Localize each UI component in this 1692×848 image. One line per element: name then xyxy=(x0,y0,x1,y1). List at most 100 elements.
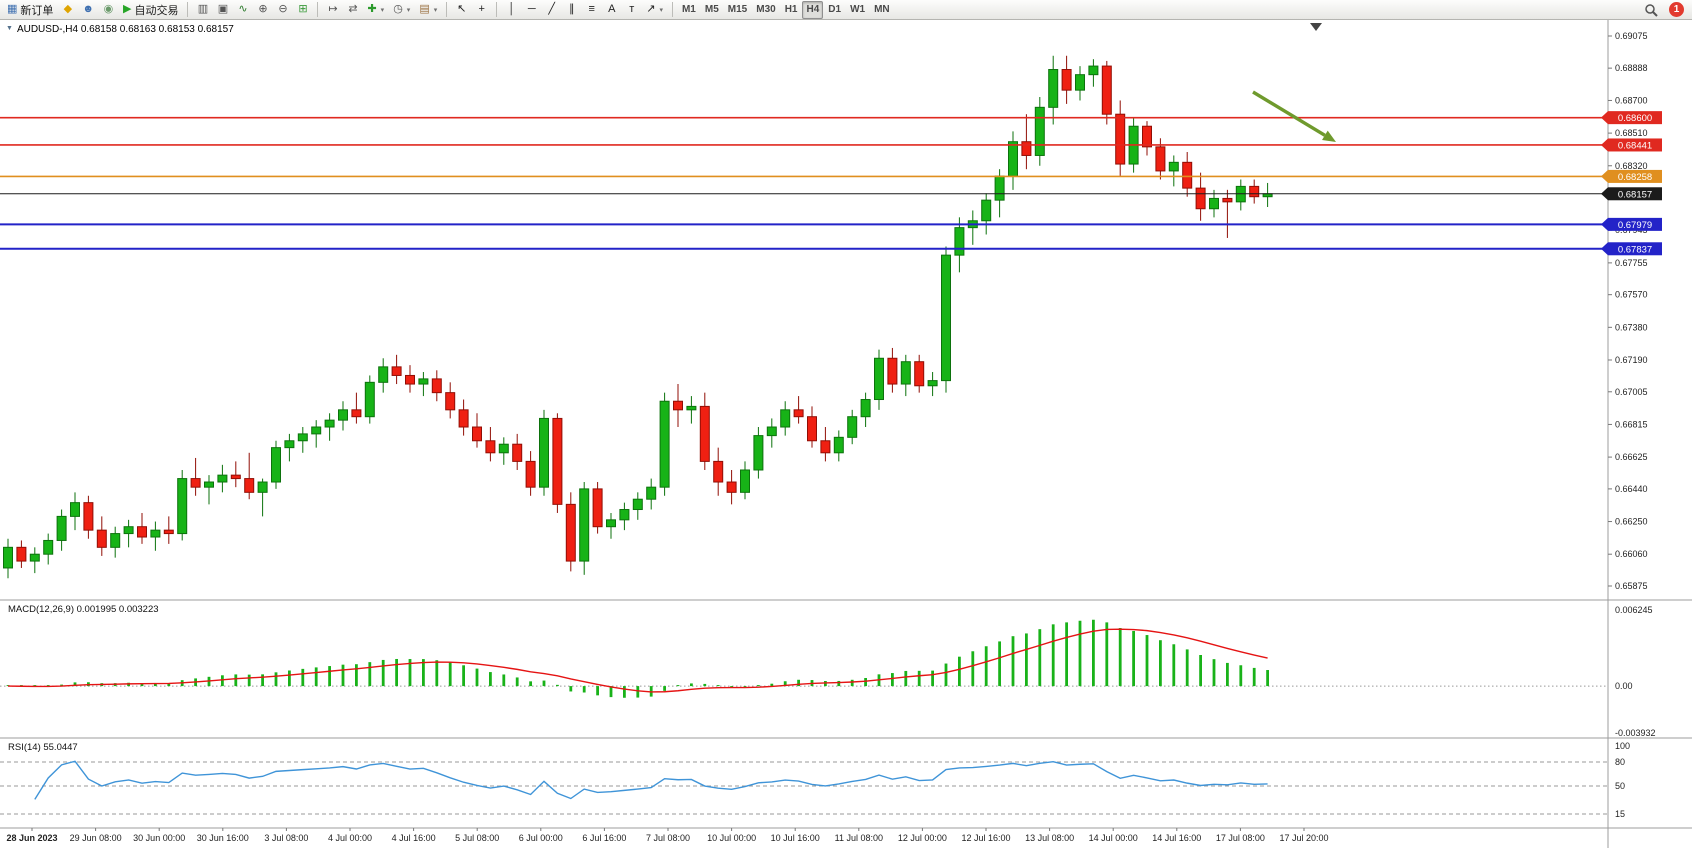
new-order-button-label: 新订单 xyxy=(20,4,54,17)
candle xyxy=(204,475,214,505)
time-tick-label: 10 Jul 00:00 xyxy=(707,833,756,843)
candlestick-chart-icon: ▣ xyxy=(217,3,229,15)
toolbar-separator xyxy=(187,2,189,17)
channel-button[interactable]: ∥ xyxy=(562,1,581,19)
text-label-icon: ᴛ xyxy=(629,3,635,15)
horizontal-line-button[interactable]: ─ xyxy=(522,1,541,19)
toolbar-right-group: 1 xyxy=(1640,1,1689,19)
price-level-tag[interactable]: 0.67837 xyxy=(1601,242,1662,256)
candle xyxy=(351,392,362,424)
indicators-button[interactable]: ✚ ▾ xyxy=(363,1,388,19)
price-level-tag[interactable]: 0.68258 xyxy=(1601,169,1662,183)
zoom-in-button[interactable]: ⊕ xyxy=(253,1,272,19)
candles-series xyxy=(3,55,1273,579)
candle xyxy=(941,246,951,393)
chart-shift-marker[interactable] xyxy=(1310,23,1322,31)
time-axis[interactable]: 28 Jun 2023 29 Jun 08:00 30 Jun 00:00 30 Ju… xyxy=(6,828,1329,843)
candlestick-chart-button[interactable]: ▣ xyxy=(213,1,232,19)
refresh-button[interactable]: ◉ xyxy=(99,1,118,19)
text-button[interactable]: A xyxy=(602,1,621,19)
auto-scroll-button[interactable]: ↦ xyxy=(323,1,342,19)
chart-shift-button[interactable]: ⇄ xyxy=(343,1,362,19)
text-label-button[interactable]: ᴛ xyxy=(622,1,641,19)
price-tick-label: 0.67190 xyxy=(1615,355,1648,365)
candle xyxy=(257,478,268,517)
cursor-button[interactable]: ↖ xyxy=(452,1,471,19)
trendline-button[interactable]: ╱ xyxy=(542,1,561,19)
timeframe-h1-button[interactable]: H1 xyxy=(781,1,802,19)
price-level-tag[interactable]: 0.68157 xyxy=(1601,187,1662,201)
zoom-out-button[interactable]: ⊖ xyxy=(273,1,292,19)
timeframe-h1-button-label: H1 xyxy=(784,4,798,15)
profile-button[interactable]: ☻ xyxy=(78,1,98,19)
bar-chart-button[interactable]: ▥ xyxy=(193,1,212,19)
timeframe-m30-button[interactable]: M30 xyxy=(752,1,779,19)
candle xyxy=(1021,114,1032,170)
svg-text:0.68157: 0.68157 xyxy=(1618,189,1652,200)
candle xyxy=(311,420,322,448)
autotrading-button[interactable]: ▶ 自动交易 xyxy=(119,1,182,19)
candle xyxy=(740,461,750,500)
timeframe-h4-button[interactable]: H4 xyxy=(802,0,824,19)
candle xyxy=(324,413,335,441)
price-axis[interactable]: 0.69075 0.68888 0.68700 0.68510 0.68320 0.679… xyxy=(1601,20,1662,848)
notification-badge[interactable]: 1 xyxy=(1669,2,1684,17)
price-level-tag[interactable]: 0.67979 xyxy=(1601,217,1662,231)
new-order-button[interactable]: ▦ 新订单 xyxy=(3,1,57,19)
vertical-line-button[interactable]: │ xyxy=(502,1,521,19)
price-level-tag[interactable]: 0.68441 xyxy=(1601,138,1662,152)
candle xyxy=(860,392,871,428)
candle xyxy=(458,399,469,436)
autotrading-button-label: 自动交易 xyxy=(134,4,179,17)
macd-signal-line xyxy=(7,628,1268,693)
macd-histogram xyxy=(6,619,1269,698)
metaeditor-button[interactable]: ◆ xyxy=(58,1,77,19)
time-tick-label: 29 Jun 08:00 xyxy=(70,833,122,843)
zoom-out-icon: ⊖ xyxy=(278,3,288,15)
templates-icon: ▤ xyxy=(419,3,430,15)
arrows-icon: ↗ xyxy=(646,3,656,15)
candle xyxy=(1195,172,1206,221)
candle xyxy=(1262,182,1273,208)
candle xyxy=(967,210,978,245)
timeframe-m5-button[interactable]: M5 xyxy=(701,1,723,19)
candle xyxy=(1235,179,1246,211)
fibonacci-button[interactable]: ≡ xyxy=(582,1,601,19)
price-level-tag[interactable]: 0.68600 xyxy=(1601,111,1662,125)
templates-button[interactable]: ▤ ▾ xyxy=(415,1,441,19)
chevron-down-icon: ▾ xyxy=(380,6,385,14)
timeframe-m1-button[interactable]: M1 xyxy=(678,1,700,19)
timeframe-w1-button[interactable]: W1 xyxy=(846,1,869,19)
candle xyxy=(619,502,630,531)
timeframe-w1-button-label: W1 xyxy=(850,4,866,15)
tile-windows-button[interactable]: ⊞ xyxy=(293,1,312,19)
timeframe-mn-button[interactable]: MN xyxy=(870,1,894,19)
candle xyxy=(713,447,724,496)
timeframe-m15-button[interactable]: M15 xyxy=(724,1,751,19)
candle xyxy=(1088,59,1099,87)
candle xyxy=(579,482,590,575)
candle xyxy=(592,482,603,534)
line-chart-button[interactable]: ∿ xyxy=(233,1,252,19)
price-tick-label: 0.68700 xyxy=(1615,95,1648,105)
candle xyxy=(874,349,884,410)
candle xyxy=(16,540,27,568)
periods-button[interactable]: ◷ ▾ xyxy=(389,1,414,19)
price-tick-label: 0.68510 xyxy=(1615,128,1648,138)
candle xyxy=(565,492,576,572)
candle xyxy=(847,409,858,445)
price-chart-canvas[interactable]: 0.69075 0.68888 0.68700 0.68510 0.68320 0.679… xyxy=(0,20,1692,848)
chart-area[interactable]: 0.69075 0.68888 0.68700 0.68510 0.68320 0.679… xyxy=(0,20,1692,848)
cursor-icon: ↖ xyxy=(457,3,467,15)
trend-arrow[interactable] xyxy=(1252,90,1326,137)
horizontal-line-icon: ─ xyxy=(527,3,536,15)
price-tick-label: 0.68888 xyxy=(1615,63,1648,73)
timeframe-d1-button[interactable]: D1 xyxy=(824,1,845,19)
chevron-down-icon: ▾ xyxy=(406,6,411,14)
candle xyxy=(646,478,657,510)
search-button[interactable] xyxy=(1640,1,1662,19)
crosshair-button[interactable]: + xyxy=(472,1,491,19)
candle xyxy=(539,409,549,496)
arrows-button[interactable]: ↗ ▾ xyxy=(642,1,667,19)
